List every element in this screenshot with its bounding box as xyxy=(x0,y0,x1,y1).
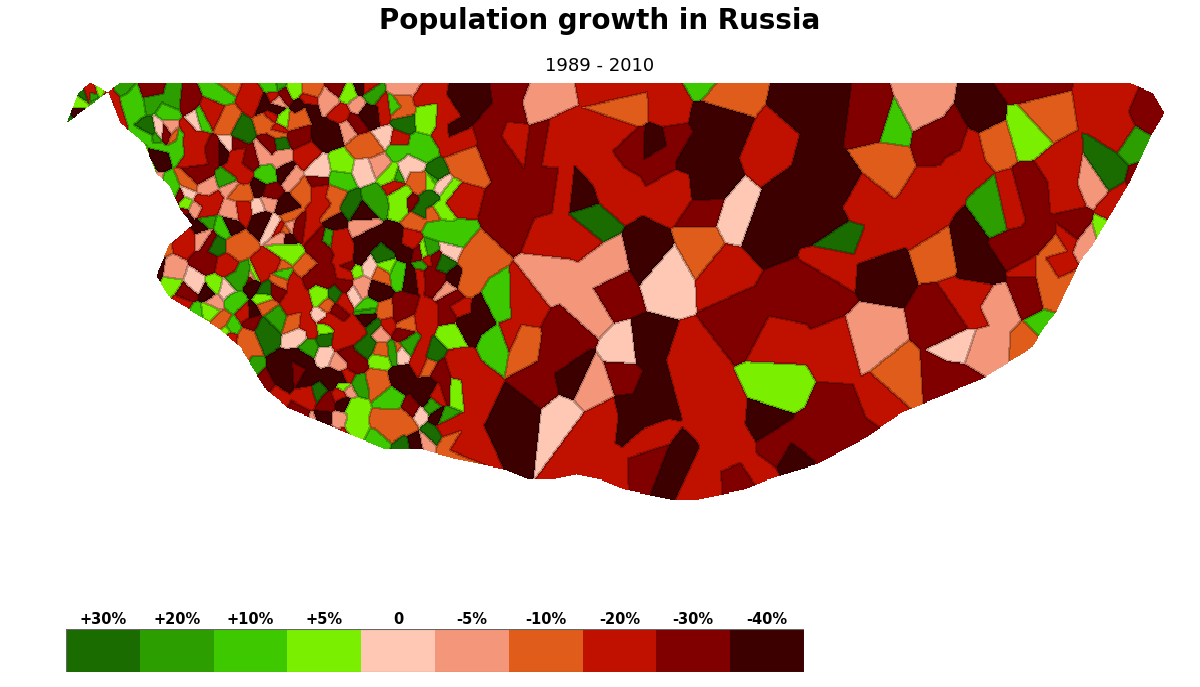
Text: 0: 0 xyxy=(392,612,403,627)
Bar xyxy=(509,629,582,672)
Text: +10%: +10% xyxy=(227,612,274,627)
Text: +30%: +30% xyxy=(79,612,126,627)
Bar xyxy=(436,629,509,672)
Bar xyxy=(140,629,214,672)
Text: +20%: +20% xyxy=(154,612,200,627)
Bar xyxy=(730,629,804,672)
Bar xyxy=(656,629,730,672)
Text: -40%: -40% xyxy=(746,612,787,627)
Text: 1989 - 2010: 1989 - 2010 xyxy=(546,57,654,75)
Bar xyxy=(361,629,436,672)
Text: -10%: -10% xyxy=(526,612,566,627)
Text: -20%: -20% xyxy=(599,612,640,627)
Bar xyxy=(214,629,288,672)
Text: -30%: -30% xyxy=(673,612,714,627)
Text: Population growth in Russia: Population growth in Russia xyxy=(379,7,821,34)
Bar xyxy=(66,629,140,672)
Text: +5%: +5% xyxy=(306,612,343,627)
Bar xyxy=(583,629,656,672)
Text: -5%: -5% xyxy=(456,612,487,627)
Bar xyxy=(288,629,361,672)
